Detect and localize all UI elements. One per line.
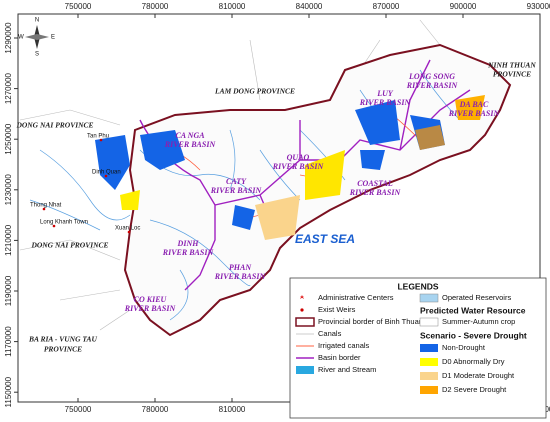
- basin-label: CATY: [226, 177, 247, 186]
- province-label: PROVINCE: [493, 70, 531, 79]
- basin-label: PHAN: [229, 263, 252, 272]
- x-tick-label: 930000: [527, 2, 550, 11]
- legend-label: Operated Reservoirs: [442, 293, 511, 302]
- x-tick-label: 900000: [450, 2, 477, 11]
- x-tick-label: 870000: [373, 2, 400, 11]
- y-tick-label: 1270000: [4, 72, 13, 104]
- legend-heading: Scenario - Severe Drought: [420, 330, 527, 340]
- y-tick-label: 1150000: [4, 376, 13, 407]
- basin-label: COASTAL: [357, 179, 393, 188]
- x-tick-label: 750000: [65, 405, 92, 414]
- x-tick-label: 780000: [142, 2, 169, 11]
- place-marker: [127, 230, 131, 234]
- basin-label: RIVER BASIN: [349, 188, 402, 197]
- x-tick-label: 810000: [219, 405, 246, 414]
- basin-label: DA BAC: [459, 100, 489, 109]
- x-tick-label: 780000: [142, 405, 169, 414]
- compass-w: W: [18, 35, 24, 41]
- legend-label: Basin border: [318, 353, 361, 362]
- place-label: Thong Nhat: [30, 203, 62, 209]
- province-label: PROVINCE: [44, 345, 82, 354]
- y-tick-label: 1290000: [4, 22, 13, 54]
- basin-label: RIVER BASIN: [448, 109, 501, 118]
- place-marker: [42, 207, 46, 211]
- compass-n: N: [35, 18, 39, 24]
- legend-title: LEGENDS: [397, 281, 438, 291]
- legend-label: Irrigated canals: [318, 341, 370, 350]
- x-tick-label: 840000: [296, 2, 323, 11]
- sea-label: EAST SEA: [295, 232, 355, 246]
- place-marker: [52, 224, 56, 228]
- map-frame: [17, 13, 541, 403]
- compass-e: E: [51, 35, 55, 41]
- basin-label: LUY: [376, 89, 394, 98]
- legend-label: D1 Moderate Drought: [442, 371, 515, 380]
- basin-label: RIVER BASIN: [214, 272, 267, 281]
- basin-label: RIVER BASIN: [359, 98, 412, 107]
- legend-label: D0 Abnormally Dry: [442, 357, 505, 366]
- basin-label: DINH: [177, 239, 200, 248]
- legend-label: Canals: [318, 329, 342, 338]
- basin-label: RIVER BASIN: [162, 248, 215, 257]
- place-marker: [99, 138, 103, 142]
- basin-label: CO KIEU: [134, 295, 168, 304]
- legend-label: Summer-Autumn crop: [442, 317, 515, 326]
- legend-label: River and Stream: [318, 365, 376, 374]
- province-label: BA RIA - VUNG TAU: [28, 335, 98, 344]
- x-tick-label: 750000: [65, 2, 92, 11]
- province-label: NINH THUAN: [487, 61, 536, 70]
- place-label: Long Khanh Town: [40, 220, 88, 226]
- basin-label: LONG SONG: [408, 72, 455, 81]
- place-label: Tan Phu: [87, 134, 109, 140]
- y-tick-label: 1210000: [4, 224, 13, 256]
- y-tick-label: 1190000: [4, 275, 13, 306]
- y-tick-label: 1250000: [4, 123, 13, 155]
- place-label: Dinh Quan: [92, 170, 121, 176]
- legend-label: Administrative Centers: [318, 293, 394, 302]
- drought-areas: [95, 95, 485, 240]
- basin-label: QUAO: [287, 153, 310, 162]
- place-marker: [104, 174, 108, 178]
- province-label: DONG NAI PROVINCE: [30, 241, 108, 250]
- legend-label: Non-Drought: [442, 343, 486, 352]
- y-tick-label: 1170000: [4, 326, 13, 357]
- legend-heading: Predicted Water Resource: [420, 305, 526, 315]
- basin-label: RIVER BASIN: [164, 140, 217, 149]
- compass-s: S: [35, 52, 39, 58]
- legend-label: D2 Severe Drought: [442, 385, 507, 394]
- legend-label: Provincial border of Binh Thuan: [318, 317, 423, 326]
- basin-label: RIVER BASIN: [406, 81, 459, 90]
- legend: LEGENDS Administrative Centers Exist Wei…: [289, 277, 547, 419]
- province-label: LAM DONG PROVINCE: [214, 87, 295, 96]
- x-tick-label: 810000: [219, 2, 246, 11]
- province-label: DONG NAI PROVINCE: [15, 121, 93, 130]
- basin-label: RIVER BASIN: [210, 186, 263, 195]
- y-tick-label: 1230000: [4, 174, 13, 206]
- north-arrow: [25, 25, 49, 49]
- place-label: Xuan Loc: [115, 226, 140, 232]
- basin-label: CA NGA: [175, 131, 205, 140]
- basin-label: RIVER BASIN: [124, 304, 177, 313]
- basin-label: RIVER BASIN: [272, 162, 325, 171]
- legend-label: Exist Weirs: [318, 305, 356, 314]
